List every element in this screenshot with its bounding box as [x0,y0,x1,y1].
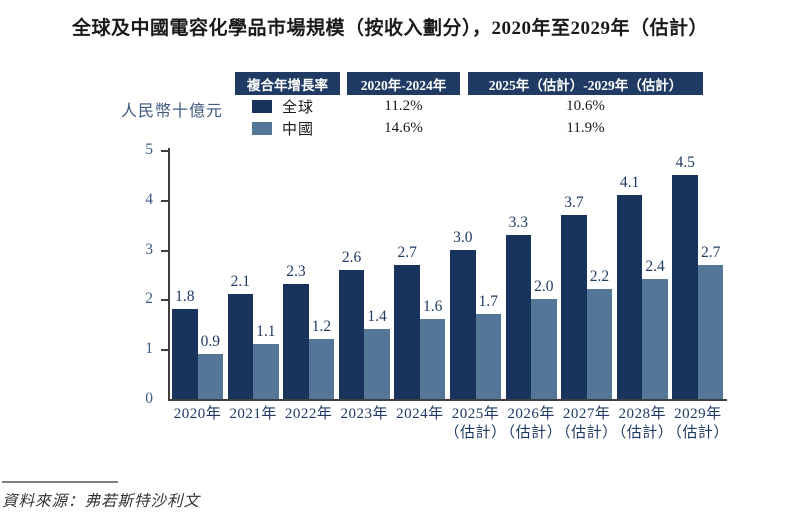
bar-china-2021年 [253,344,279,399]
bar-global-2023年 [338,269,365,399]
bar-china-2029年 [697,264,724,399]
cagr-value-2020-2024: 11.2% [384,97,423,114]
bar-value-label: 2.3 [286,263,306,281]
bar-value-label: 1.8 [175,288,195,306]
bar-value-label: 1.6 [422,298,443,316]
x-axis-sublabel: （估計） [611,425,674,441]
bar-value-label: 2.7 [397,243,417,261]
cagr-header-2025-2029: 2025年（估計）-2029年（估計） [468,72,703,95]
x-axis-sublabel: （估計） [666,425,729,441]
bar-value-label: 2.7 [700,243,721,261]
cagr-row-global: 全球 11.2% 10.6% [235,95,705,117]
bar-value-label: 1.1 [256,323,276,341]
bar-china-2027年 [586,289,613,399]
bar-global-2025年 [450,249,476,399]
bar-china-2028年 [642,279,668,399]
y-axis-tick [161,150,168,152]
legend-swatch-icon [252,121,272,135]
bar-global-2027年 [561,214,587,399]
y-axis-tick-label: 2 [145,290,153,308]
bar-china-2023年 [364,329,390,399]
bar-value-label: 3.0 [453,228,473,246]
y-axis-tick-label: 0 [145,390,153,407]
bar-value-label: 4.5 [675,153,695,171]
x-axis-label: 2023年 [340,406,389,422]
figure-title: 全球及中國電容化學品市場規模（按收入劃分），2020年至2029年（估計） [72,18,709,39]
x-axis-label: 2020年 [173,406,222,422]
bar-value-label: 3.7 [564,193,584,211]
bar-global-2026年 [505,234,532,399]
source-note: 資料來源：弗若斯特沙利文 [2,493,201,510]
x-axis-label: 2028年 [618,406,667,422]
bar-global-2020年 [172,309,198,399]
x-axis-label: 2027年 [562,406,611,422]
bar-global-2024年 [394,264,420,399]
legend-entry: 全球 [235,96,340,117]
x-axis-label: 2021年 [229,406,277,422]
legend-entry: 中國 [235,118,340,139]
y-axis-tick-label: 1 [145,340,153,358]
cagr-header-2020-2024: 2020年-2024年 [347,72,460,95]
x-axis-sublabel: （估計） [444,425,507,441]
bar-value-label: 2.0 [534,278,554,296]
legend-series-label: 中國 [282,121,315,138]
y-axis-tick-label: 3 [145,240,153,258]
cagr-header-metric: 複合年增長率 [235,72,340,95]
y-axis-tick [161,249,168,252]
cagr-table: 複合年增長率 2020年-2024年 2025年（估計）-2029年（估計） 全… [235,72,705,139]
x-axis-line [168,399,727,401]
y-axis-tick-label: 5 [145,141,153,158]
x-axis-label: 2025年 [451,406,500,422]
bar-china-2026年 [531,299,557,399]
bar-value-label: 2.4 [645,258,665,276]
bar-value-label: 2.2 [589,268,610,286]
cagr-value-2020-2024: 14.6% [384,119,423,136]
y-axis-line [168,148,170,401]
bar-value-label: 3.3 [508,213,529,231]
y-axis-tick [161,299,168,302]
x-axis-sublabel: （估計） [500,425,563,441]
bar-global-2028年 [616,194,643,399]
cagr-table-header-row: 複合年增長率 2020年-2024年 2025年（估計）-2029年（估計） [235,72,705,95]
legend-swatch-icon [252,99,272,113]
x-axis-label: 2026年 [507,406,555,422]
x-axis-sublabel: （估計） [555,425,618,441]
bar-value-label: 1.7 [478,293,498,311]
bar-value-label: 2.1 [230,273,251,291]
y-axis-unit-label: 人民幣十億元 [121,103,224,120]
bar-value-label: 1.4 [367,308,387,326]
bar-value-label: 0.9 [200,333,220,351]
bar-china-2020年 [197,354,223,399]
bar-value-label: 1.2 [311,318,332,336]
bar-global-2022年 [283,284,309,399]
x-axis-label: 2024年 [396,406,444,422]
source-divider [2,481,118,483]
y-axis-tick-label: 4 [145,190,153,208]
bar-china-2024年 [419,319,446,399]
bar-global-2029年 [672,174,698,399]
cagr-row-china: 中國 14.6% 11.9% [235,117,705,139]
bar-value-label: 2.6 [341,248,362,266]
cagr-value-2025-2029: 10.6% [566,97,605,114]
cagr-value-2025-2029: 11.9% [566,119,605,136]
y-axis-tick [161,349,168,352]
y-axis-tick [161,199,168,202]
bar-global-2021年 [227,294,254,399]
bar-value-label: 4.1 [619,173,640,191]
x-axis-label: 2029年 [674,406,722,422]
x-axis-label: 2022年 [284,406,333,422]
legend-series-label: 全球 [282,99,315,116]
bar-china-2025年 [475,314,501,399]
bar-china-2022年 [308,339,335,399]
